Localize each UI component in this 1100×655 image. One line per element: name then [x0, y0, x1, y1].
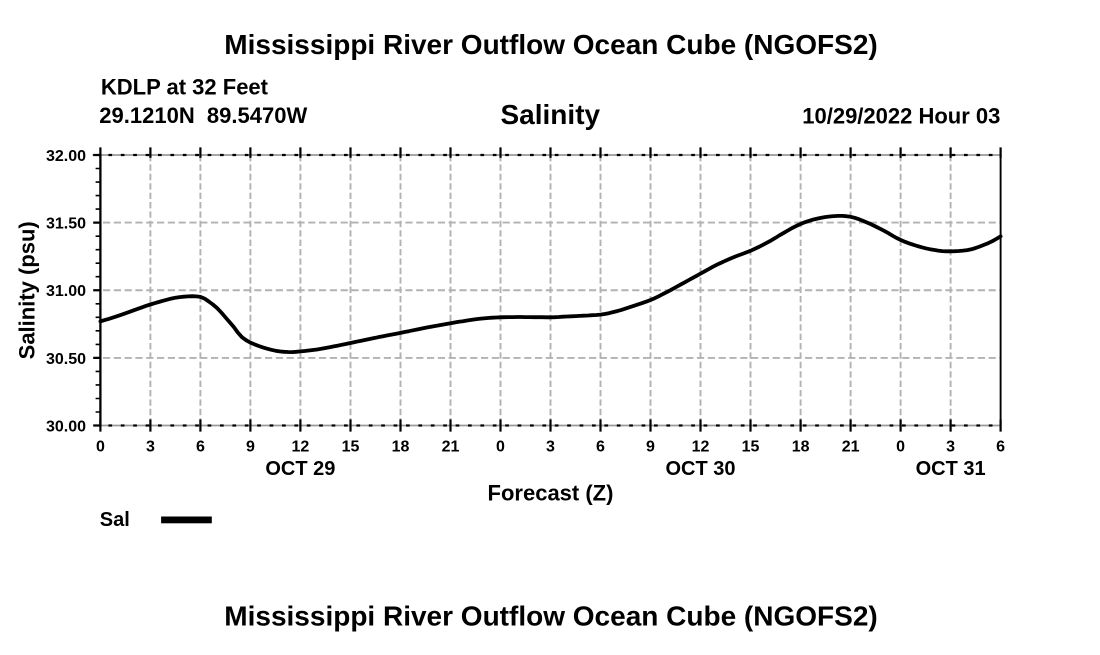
svg-text:3: 3: [546, 439, 555, 456]
svg-text:10/29/2022 Hour 03: 10/29/2022 Hour 03: [802, 104, 1000, 129]
svg-text:21: 21: [442, 439, 460, 456]
svg-text:6: 6: [996, 439, 1005, 456]
svg-text:OCT 30: OCT 30: [665, 458, 735, 480]
svg-text:21: 21: [842, 439, 860, 456]
svg-text:29.1210N 89.5470W: 29.1210N 89.5470W: [99, 103, 307, 128]
svg-text:9: 9: [646, 439, 655, 456]
svg-text:Mississippi River Outflow Ocea: Mississippi River Outflow Ocean Cube (NG…: [224, 29, 877, 60]
svg-text:6: 6: [596, 439, 605, 456]
svg-text:Salinity: Salinity: [501, 99, 601, 130]
svg-text:31.00: 31.00: [46, 283, 86, 300]
svg-text:3: 3: [946, 439, 955, 456]
svg-text:6: 6: [196, 439, 205, 456]
svg-text:30.50: 30.50: [46, 351, 86, 368]
svg-text:0: 0: [496, 439, 505, 456]
svg-text:Sal: Sal: [100, 509, 130, 531]
svg-text:3: 3: [146, 439, 155, 456]
svg-text:OCT 31: OCT 31: [916, 458, 986, 480]
svg-text:15: 15: [342, 439, 360, 456]
svg-text:30.00: 30.00: [46, 418, 86, 435]
svg-text:18: 18: [392, 439, 410, 456]
svg-text:OCT 29: OCT 29: [265, 458, 335, 480]
svg-text:Forecast (Z): Forecast (Z): [488, 481, 614, 506]
svg-text:31.50: 31.50: [46, 216, 86, 233]
svg-text:32.00: 32.00: [46, 148, 86, 165]
svg-text:0: 0: [896, 439, 905, 456]
svg-text:9: 9: [246, 439, 255, 456]
svg-text:12: 12: [692, 439, 710, 456]
svg-text:KDLP at 32 Feet: KDLP at 32 Feet: [101, 74, 269, 99]
svg-text:Salinity (psu): Salinity (psu): [15, 221, 40, 359]
svg-text:15: 15: [742, 439, 760, 456]
svg-text:Mississippi River Outflow Ocea: Mississippi River Outflow Ocean Cube (NG…: [224, 601, 877, 632]
svg-text:12: 12: [292, 439, 310, 456]
svg-text:0: 0: [96, 439, 105, 456]
svg-text:18: 18: [792, 439, 810, 456]
